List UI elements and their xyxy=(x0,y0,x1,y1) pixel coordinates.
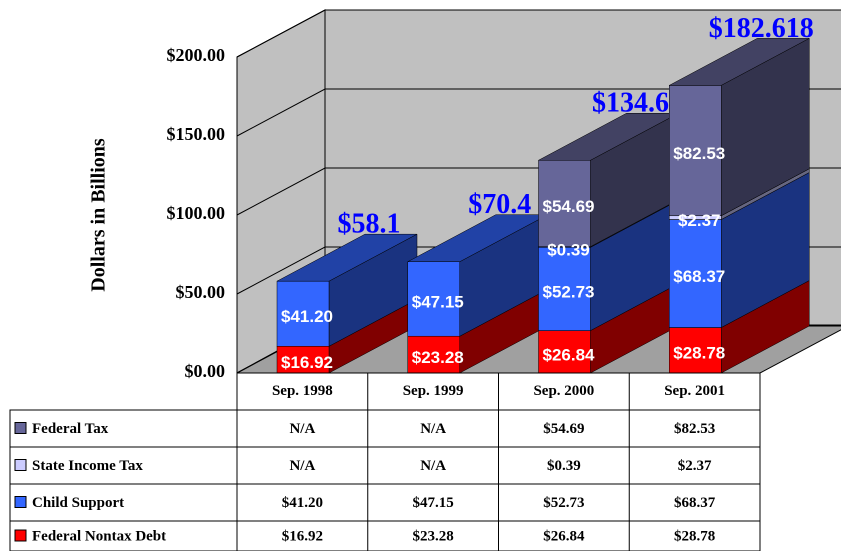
table-cell: $54.69 xyxy=(543,421,584,437)
bar xyxy=(669,219,722,328)
table-cell: N/A xyxy=(289,421,315,437)
grid-line xyxy=(236,9,841,58)
legend-label: Federal Nontax Debt xyxy=(32,528,166,544)
legend-swatch xyxy=(14,529,27,542)
table-cell: $28.78 xyxy=(674,528,715,544)
table-cell: $41.20 xyxy=(282,495,323,511)
bar xyxy=(669,85,722,217)
table-cell: $2.37 xyxy=(678,458,712,474)
total-annotation: $134.6 xyxy=(592,88,669,119)
bar-top xyxy=(669,38,810,86)
table-cell: $0.39 xyxy=(547,458,581,474)
total-annotation: $182.618 xyxy=(709,13,814,44)
legend-label: Child Support xyxy=(32,495,124,511)
legend-swatch xyxy=(14,459,27,471)
table-cell: $16.92 xyxy=(282,528,323,544)
data-label: $82.53 xyxy=(673,144,725,163)
bar-top xyxy=(276,233,418,282)
bar xyxy=(407,335,460,374)
bar xyxy=(276,280,330,347)
data-label: $26.84 xyxy=(543,345,596,364)
bar xyxy=(538,247,591,331)
y-tick-label: $100.00 xyxy=(167,203,226,223)
total-annotation: $58.1 xyxy=(338,209,401,240)
table-cell: $23.28 xyxy=(413,528,454,544)
table-cell: $68.37 xyxy=(674,495,716,511)
table-cell: N/A xyxy=(420,421,446,437)
legend-label: State Income Tax xyxy=(32,458,143,474)
bar xyxy=(407,261,460,337)
table-header: Sep. 1999 xyxy=(403,383,464,399)
data-label: $28.78 xyxy=(673,344,725,363)
table-header: Sep. 2001 xyxy=(664,383,725,399)
bar xyxy=(538,330,591,374)
table-cell: $82.53 xyxy=(674,421,715,437)
table-header: Sep. 2000 xyxy=(533,383,594,399)
data-label: $2.37 xyxy=(678,211,721,230)
data-label: $0.39 xyxy=(547,240,590,259)
legend-label: Federal Tax xyxy=(32,421,109,437)
table-cell: $52.73 xyxy=(543,495,584,511)
data-label: $41.20 xyxy=(281,307,333,326)
data-label: $47.15 xyxy=(412,292,464,311)
table-row xyxy=(9,409,761,448)
y-axis-label: Dollars in Billions xyxy=(88,138,110,292)
table-cell: $47.15 xyxy=(413,495,454,511)
data-label: $52.73 xyxy=(543,282,595,301)
data-label: $68.37 xyxy=(673,267,725,286)
bar xyxy=(276,346,330,374)
total-annotation: $70.4 xyxy=(468,189,531,220)
data-label: $23.28 xyxy=(412,348,464,367)
table-cell: $26.84 xyxy=(543,528,585,544)
table-header: Sep. 1998 xyxy=(272,383,333,399)
data-label: $16.92 xyxy=(281,353,333,372)
y-tick-label: $50.00 xyxy=(176,282,226,302)
data-label: $54.69 xyxy=(543,197,595,216)
legend-swatch xyxy=(14,496,27,508)
table-cell: N/A xyxy=(289,458,315,474)
y-tick-label: $0.00 xyxy=(185,361,226,381)
legend-swatch xyxy=(14,422,27,434)
table-cell: N/A xyxy=(420,458,446,474)
bar xyxy=(669,327,722,374)
bar xyxy=(538,160,591,247)
y-tick-label: $150.00 xyxy=(167,124,226,144)
y-tick-label: $200.00 xyxy=(167,45,226,65)
